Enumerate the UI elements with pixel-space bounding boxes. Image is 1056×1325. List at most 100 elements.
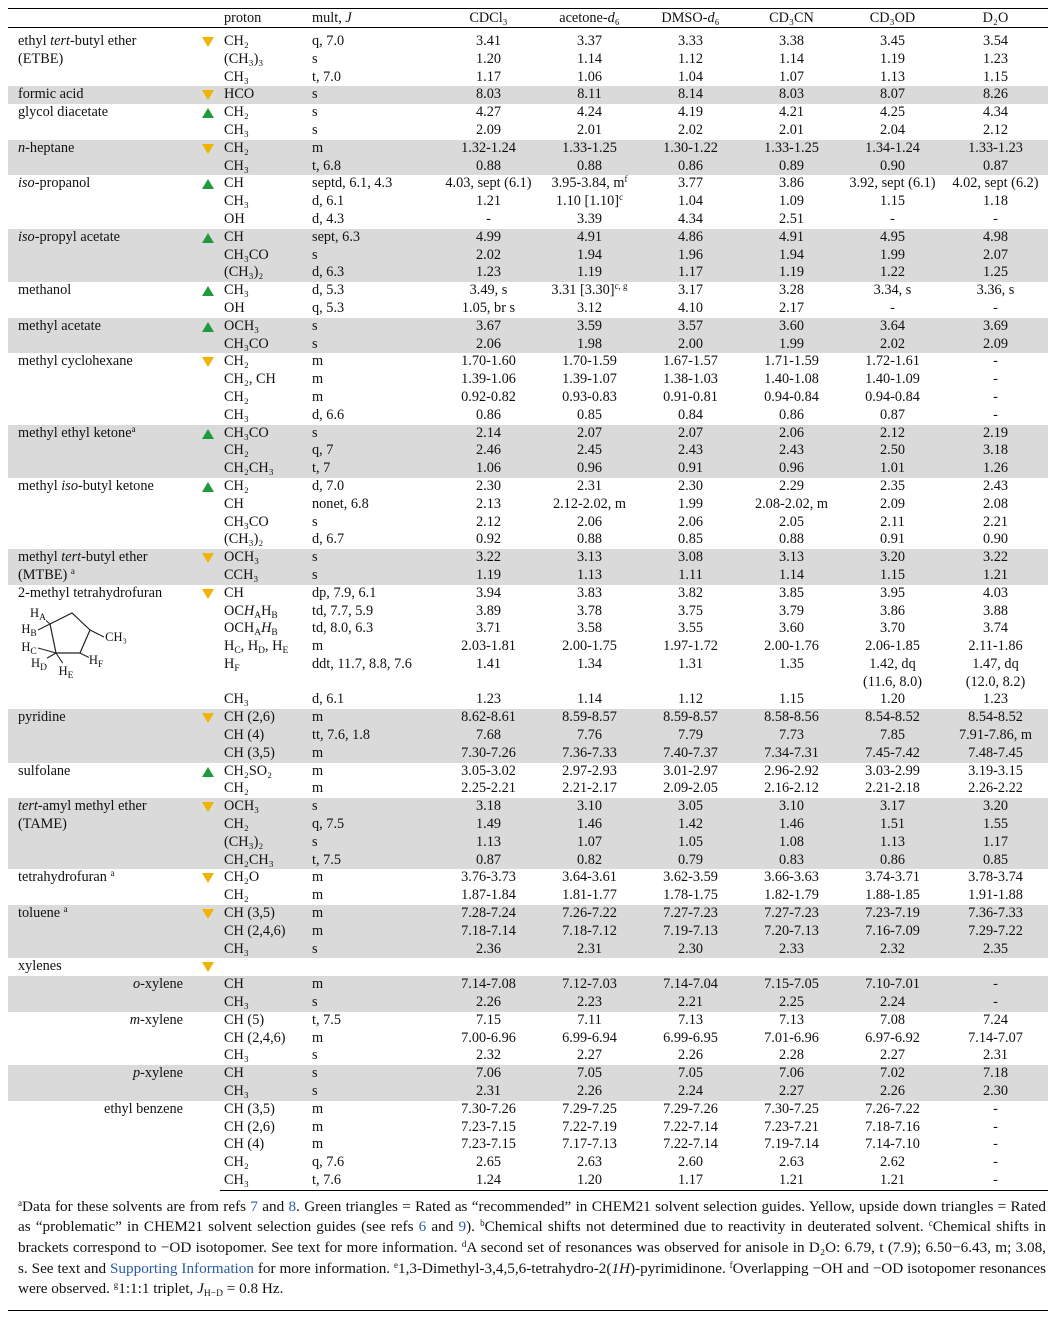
text: CH₂	[224, 477, 249, 494]
text-text: and	[257, 1197, 289, 1215]
shift: 8.26	[943, 86, 1048, 105]
shift: 0.91	[640, 460, 741, 478]
table-row: pyridine CH (2,6) m 8.62-8.61 8.59-8.57 8.59-…	[8, 709, 1048, 763]
text-sub: B	[30, 628, 37, 639]
text: 1.20	[879, 691, 906, 708]
shift: 2.06	[741, 424, 842, 443]
text: 2.08-2.02, m	[754, 495, 829, 512]
text: d, 6.1	[312, 193, 345, 210]
rating-marker	[202, 802, 214, 813]
shift: 0.85	[539, 407, 640, 425]
shift: 2.51	[741, 211, 842, 229]
text: s	[312, 566, 318, 583]
text: nonet, 6.8	[312, 495, 369, 512]
text-i: d	[607, 10, 615, 26]
shift: 7.36-7.33	[943, 905, 1048, 923]
shift: 2.30	[640, 940, 741, 959]
solvent-name: formic acid	[8, 86, 220, 105]
triangle	[202, 481, 214, 492]
text: 0.83	[778, 851, 805, 868]
proton: CH₂SO₂	[220, 763, 308, 781]
text: 3.86	[879, 602, 906, 619]
multiplicity: s	[308, 798, 438, 817]
text: 2.21	[982, 513, 1009, 530]
text: 2.05	[778, 513, 805, 530]
text: septd, 6.1, 4.3	[312, 175, 393, 192]
text: m	[312, 139, 324, 156]
text: 3.74	[982, 620, 1009, 637]
triangle	[202, 232, 214, 243]
shift: 3.20	[842, 549, 943, 567]
shift: 2.32	[438, 1047, 539, 1065]
text: 8.58-8.56	[764, 709, 819, 726]
link[interactable]: 8	[288, 1197, 297, 1215]
shift: 8.62-8.61	[438, 709, 539, 728]
link[interactable]: 9	[458, 1218, 467, 1236]
shift: 7.30-7.26	[438, 1101, 539, 1119]
shift: 6.99-6.94	[539, 1030, 640, 1048]
link[interactable]: Supporting Information	[109, 1259, 254, 1277]
text: m	[312, 638, 324, 655]
shift: 1.46	[741, 816, 842, 834]
triangle	[202, 286, 214, 297]
table-row: CH nonet, 6.8 2.13 2.12-2.02, m 1.99 2.08-2.0…	[8, 496, 1048, 514]
text: 1.70-1.60	[461, 353, 516, 370]
proton	[220, 958, 308, 976]
shift: 1.07	[741, 69, 842, 87]
text: 2.07	[982, 246, 1009, 263]
proton: OCHAHB	[220, 603, 308, 621]
solvent-name: sulfolane	[8, 763, 220, 799]
shift: 1.19	[741, 264, 842, 283]
link[interactable]: 6	[418, 1218, 427, 1236]
text: 2.33	[778, 940, 805, 957]
text: s	[312, 317, 318, 334]
shift: 2.17	[741, 300, 842, 318]
text: CD₃OD	[869, 10, 916, 26]
shift: 2.01	[539, 122, 640, 140]
text: (CH₃)₂	[224, 264, 264, 281]
shift: 1.31	[640, 656, 741, 692]
multiplicity: m	[308, 709, 438, 728]
text: 0.91-0.81	[663, 388, 718, 405]
text-sub: A	[254, 628, 262, 639]
shift: 1.01	[842, 460, 943, 478]
text: 0.87	[879, 406, 906, 423]
shift: 0.92-0.82	[438, 389, 539, 407]
text-i: 1H	[611, 1259, 630, 1277]
link[interactable]: 7	[250, 1197, 258, 1215]
shift: 0.90	[842, 157, 943, 176]
table-row: (CH₃)₃ s 1.20 1.14 1.12 1.14 1.19 1.23	[8, 51, 1048, 69]
text: 3.94	[475, 584, 502, 601]
table-row: CH₂, CH m 1.39-1.06 1.39-1.07 1.38-1.03 1.40-…	[8, 371, 1048, 389]
text-sup: c	[619, 192, 624, 203]
shift: 7.27-7.23	[640, 905, 741, 923]
text-sup: a	[18, 1197, 22, 1208]
shift: 3.38	[741, 33, 842, 51]
text: HCO	[224, 86, 255, 103]
shift: 6.97-6.92	[842, 1030, 943, 1048]
text: 3.85	[778, 584, 805, 601]
text: 3.01-2.97	[663, 762, 718, 779]
text: s	[312, 1047, 318, 1064]
text: 7.29-7.25	[562, 1100, 617, 1117]
text: 0.92-0.82	[461, 388, 516, 405]
text-text: Data for these solvents are from refs	[22, 1197, 251, 1215]
shift: -	[842, 300, 943, 318]
proton: HCO	[220, 86, 308, 105]
text: 8.54-8.52	[865, 709, 920, 726]
shift	[438, 958, 539, 976]
multiplicity: m	[308, 905, 438, 923]
text: 2.46	[475, 442, 502, 459]
text: 1.94	[778, 246, 805, 263]
shift: 3.66-3.63	[741, 869, 842, 887]
shift: 1.06	[438, 460, 539, 478]
text: CH₂	[224, 33, 249, 49]
shift: 3.34, s	[842, 282, 943, 300]
multiplicity: m	[308, 389, 438, 407]
multiplicity: s	[308, 424, 438, 443]
text: 0.87	[982, 157, 1009, 174]
text: 4.27	[475, 104, 502, 121]
multiplicity: d, 5.3	[308, 282, 438, 300]
proton: CH	[220, 976, 308, 995]
text: CH₂	[224, 442, 249, 459]
